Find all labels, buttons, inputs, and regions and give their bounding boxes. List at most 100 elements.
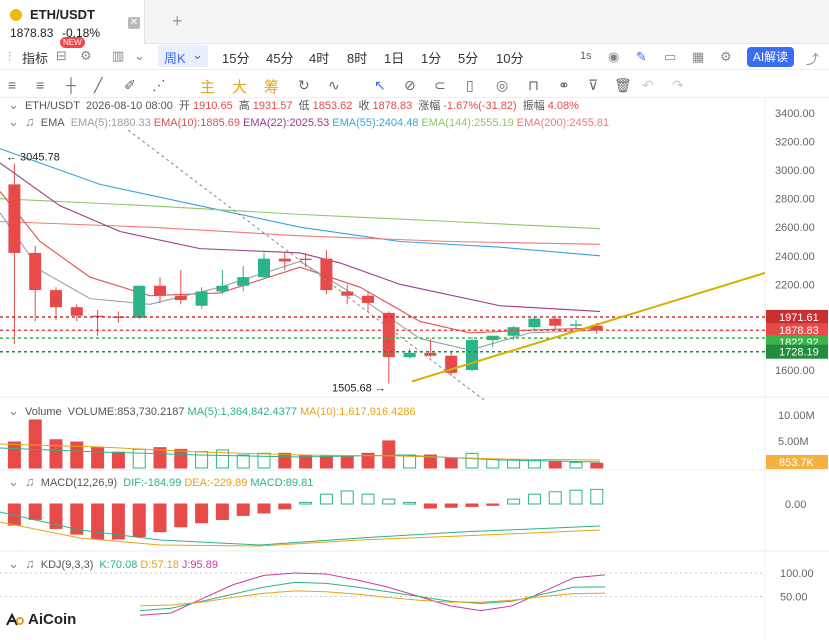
trash-icon[interactable]: 🗑 — [614, 77, 632, 93]
channel-icon[interactable]: ⋰ — [152, 77, 166, 93]
macd-bar-17 — [361, 493, 375, 505]
add-tab-icon[interactable]: + — [172, 11, 183, 31]
link-icon[interactable]: ⚭ — [558, 77, 570, 93]
collapse-volume-icon[interactable]: ⌄ — [8, 403, 19, 418]
cursor-icon[interactable]: ↖ — [374, 77, 386, 93]
macd-bar-3 — [70, 503, 84, 535]
eth-coin-icon — [10, 9, 22, 21]
resistance-trendline — [127, 129, 485, 401]
volume-label: Volume — [24, 406, 62, 418]
seconds-button[interactable]: 1s — [580, 50, 592, 62]
eye-icon[interactable]: ◎ — [496, 77, 509, 93]
bell-icon[interactable]: ♫ — [24, 114, 35, 129]
amp-value: 4.08% — [547, 100, 579, 112]
undo-icon[interactable]: ↶ — [642, 77, 654, 93]
gear-icon[interactable]: ⚙ — [720, 49, 732, 64]
price-tick-0: 3400.00 — [775, 108, 815, 120]
candle-body-16 — [341, 291, 354, 296]
tool-big[interactable]: 大 — [232, 79, 248, 96]
candle-body-18 — [382, 312, 395, 358]
macd-dif-line — [0, 511, 601, 546]
chevron-down-icon[interactable]: ⌄ — [134, 48, 145, 63]
candle-body-15 — [320, 258, 333, 291]
period-5[interactable]: 1分 — [421, 51, 442, 66]
period-7[interactable]: 10分 — [496, 51, 524, 66]
ema-label: EMA — [40, 117, 65, 129]
indicators-button[interactable]: 指标 — [22, 51, 49, 66]
period-1[interactable]: 45分 — [266, 51, 294, 66]
macd-bar-9 — [195, 503, 209, 524]
high-label: 高 — [238, 100, 250, 112]
tool-main[interactable]: 主 — [200, 79, 216, 96]
collapse-macd-icon[interactable]: ⌄ — [8, 474, 19, 489]
brush-icon[interactable]: ✐ — [124, 77, 136, 93]
chevron-circle-icon[interactable]: ⌄ — [8, 97, 19, 112]
price-tag-bg-1 — [766, 323, 828, 338]
macd-bar-4 — [91, 503, 105, 540]
macd-bell-icon[interactable]: ♫ — [24, 474, 35, 489]
symbol-tab[interactable]: ETH/USDT 1878.83 -0.18% ✕ — [0, 0, 145, 44]
volume-tick-0: 10.00M — [778, 410, 815, 422]
bar-chart-icon[interactable]: ▥ — [112, 48, 125, 63]
close-tab-icon[interactable]: ✕ — [128, 17, 140, 29]
camera-icon[interactable]: ◉ — [608, 49, 620, 64]
ema-item-5: EMA(200):2455.81 — [516, 117, 610, 129]
collapse-kdj-icon[interactable]: ⌄ — [8, 556, 19, 571]
volume-bar-13 — [278, 452, 292, 469]
candle-body-28 — [590, 325, 603, 331]
pen-icon[interactable]: ✎ — [636, 49, 647, 64]
horizontal-line-icon[interactable]: ≡ — [36, 77, 45, 93]
ai-interpret-button[interactable]: AI解读 — [747, 47, 794, 67]
ruler-icon[interactable]: ⊘ — [404, 77, 416, 93]
magnet-icon[interactable]: ⊂ — [434, 77, 446, 93]
ema144-line — [0, 198, 601, 230]
settings-sliders-icon[interactable]: ⚙ — [80, 48, 92, 63]
candle-body-8 — [174, 295, 187, 301]
filter-icon[interactable]: ⊽ — [588, 77, 599, 93]
period-4[interactable]: 1日 — [384, 51, 405, 66]
period-weekly[interactable]: 周K — [164, 51, 186, 66]
layout-icon[interactable]: ⊟ — [56, 48, 67, 63]
bars-icon[interactable]: ▯ — [466, 77, 474, 93]
menu-icon[interactable]: ≡ — [8, 77, 17, 93]
trend-line-icon[interactable]: ╱ — [94, 77, 103, 93]
lock-icon[interactable]: ⊓ — [528, 77, 539, 93]
volume-bar-12 — [257, 452, 271, 469]
period-0[interactable]: 15分 — [222, 51, 250, 66]
redo-icon[interactable]: ↷ — [672, 77, 684, 93]
ema-item-1: EMA(10):1885.69 — [153, 117, 241, 129]
ema10-line — [0, 191, 601, 334]
volume-item-0: VOLUME:853,730.2187 — [67, 406, 185, 418]
candle-body-9 — [195, 291, 208, 306]
kdj-bell-icon[interactable]: ♫ — [24, 556, 35, 571]
price-tick-5: 2400.00 — [775, 251, 815, 263]
layout-split-icon[interactable]: ▭ — [664, 49, 677, 64]
period-2[interactable]: 4时 — [309, 51, 330, 66]
indicator-chart-icon[interactable]: ⫶ — [8, 49, 12, 64]
period-6[interactable]: 5分 — [458, 51, 479, 66]
pulse-icon[interactable]: ∿ — [328, 77, 340, 93]
kdj-label: KDJ(9,3,3) — [40, 559, 94, 571]
ema-item-0: EMA(5):1880.33 — [70, 117, 151, 129]
volume-bar-9 — [195, 451, 209, 469]
macd-bar-6 — [132, 503, 146, 538]
candle-body-2 — [50, 290, 62, 308]
kdj-tick-1: 50.00 — [780, 592, 808, 604]
refresh-icon[interactable]: ↻ — [298, 77, 310, 93]
cross-icon[interactable]: ┼ — [66, 77, 76, 93]
volume-tick-1: 5.00M — [778, 436, 809, 448]
change-value: -1.67%(-31.82) — [443, 100, 517, 112]
kdj-k-line — [139, 581, 606, 612]
period-chevron-icon[interactable]: ⌄ — [192, 47, 203, 62]
tool-chip[interactable]: 筹 — [264, 79, 280, 96]
grid-icon[interactable]: ▦ — [692, 49, 705, 64]
collapse-icon[interactable]: ⌄ — [8, 114, 19, 129]
ema-legend: ⌄ ♫ EMA EMA(5):1880.33 EMA(10):1885.69 EMA… — [8, 114, 615, 130]
macd-items: DIF:-184.99 DEA:-229.89 MACD:89.81 — [123, 477, 316, 489]
macd-bar-10 — [215, 503, 229, 520]
period-3[interactable]: 8时 — [347, 51, 368, 66]
volume-bar-11 — [236, 454, 250, 469]
volume-item-1: MA(5):1,364,842.4377 — [187, 406, 298, 418]
share-icon[interactable]: ⤴ — [806, 52, 820, 67]
